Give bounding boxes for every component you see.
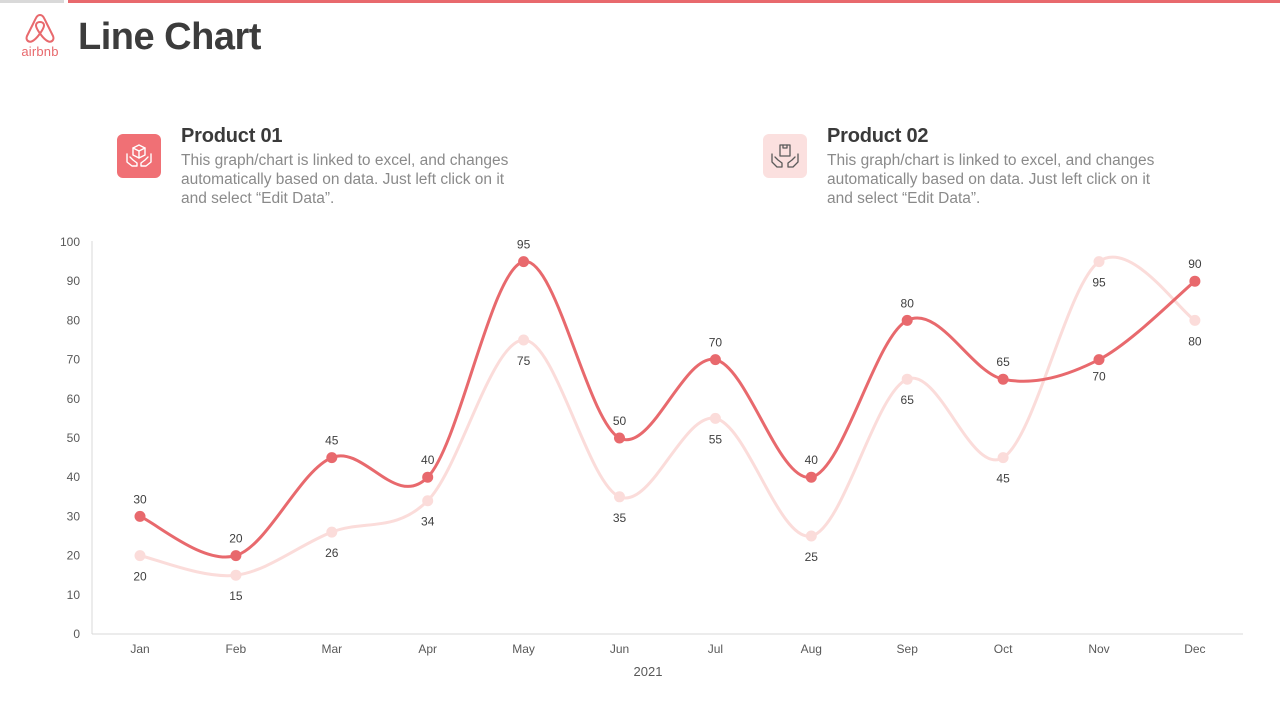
series-product-02-point xyxy=(901,373,913,385)
data-label-product-02: 20 xyxy=(133,570,147,584)
series-product-02-line xyxy=(138,255,1197,578)
series-product-01-point xyxy=(518,256,530,268)
series-product-02-point xyxy=(709,412,721,424)
data-label-product-01: 50 xyxy=(613,414,627,428)
x-tick-label: Jul xyxy=(708,642,723,656)
x-tick-label: Aug xyxy=(801,642,822,656)
series-product-01-point xyxy=(134,510,146,522)
y-tick-label: 70 xyxy=(67,353,81,367)
page-title: Line Chart xyxy=(78,16,261,58)
legend-title: Product 01 xyxy=(181,125,283,147)
data-label-product-02: 35 xyxy=(613,511,627,525)
hands-box-icon xyxy=(117,134,161,178)
top-accent-bar xyxy=(68,0,1280,3)
y-tick-label: 60 xyxy=(67,392,81,406)
x-tick-label: Dec xyxy=(1184,642,1205,656)
series-product-01-line xyxy=(138,260,1197,559)
data-label-product-01: 95 xyxy=(517,238,531,252)
y-tick-label: 90 xyxy=(67,274,81,288)
series-product-01-point xyxy=(805,471,817,483)
x-tick-label: Apr xyxy=(418,642,437,656)
series-product-01-point xyxy=(230,550,242,562)
data-label-product-02: 80 xyxy=(1188,334,1202,348)
series-product-02-point xyxy=(422,495,434,507)
data-label-product-02: 34 xyxy=(421,515,435,529)
data-label-product-01: 30 xyxy=(133,492,147,506)
series-product-01-point xyxy=(1189,275,1201,287)
y-tick-label: 30 xyxy=(67,509,81,523)
series-product-01-point xyxy=(614,432,625,444)
data-label-product-01: 65 xyxy=(996,355,1010,369)
data-label-product-01: 90 xyxy=(1188,257,1202,271)
y-tick-label: 0 xyxy=(73,627,80,641)
legend-product-02: Product 02 This graph/chart is linked to… xyxy=(763,124,1183,214)
y-tick-label: 100 xyxy=(60,235,80,249)
x-tick-label: Mar xyxy=(321,642,342,656)
hands-package-icon xyxy=(763,134,807,178)
data-label-product-02: 95 xyxy=(1092,276,1106,290)
series-product-02-point xyxy=(518,334,530,346)
series-product-02-point xyxy=(134,550,146,562)
series-product-02-point xyxy=(997,452,1009,464)
data-label-product-02: 15 xyxy=(229,589,243,603)
top-accent-bar-gray xyxy=(0,0,64,3)
x-axis-title: 2021 xyxy=(634,664,663,679)
brand-logo: airbnb xyxy=(16,12,64,64)
data-label-product-01: 70 xyxy=(709,336,723,350)
data-label-product-01: 40 xyxy=(421,453,435,467)
data-label-product-01: 80 xyxy=(901,296,915,310)
series-product-01-point xyxy=(422,471,434,483)
series-product-02-point xyxy=(1093,256,1105,268)
x-tick-label: Jun xyxy=(610,642,629,656)
series-product-01-point xyxy=(1093,354,1105,366)
series-product-01-point xyxy=(709,354,721,366)
data-label-product-02: 45 xyxy=(996,472,1010,486)
series-product-02-point xyxy=(805,530,817,542)
logo-text: airbnb xyxy=(21,44,59,59)
data-label-product-01: 45 xyxy=(325,434,339,448)
x-tick-label: Feb xyxy=(226,642,247,656)
y-tick-label: 80 xyxy=(67,313,81,327)
data-label-product-02: 75 xyxy=(517,354,531,368)
y-tick-label: 50 xyxy=(67,431,81,445)
x-tick-label: Nov xyxy=(1088,642,1109,656)
series-product-01-point xyxy=(326,452,338,464)
y-tick-label: 20 xyxy=(67,549,81,563)
series-product-01-point xyxy=(997,373,1009,385)
data-label-product-02: 25 xyxy=(805,550,819,564)
series-product-02-point xyxy=(230,569,242,581)
series-product-02-point xyxy=(326,526,338,538)
data-label-product-02: 26 xyxy=(325,546,339,560)
data-label-product-01: 40 xyxy=(805,453,819,467)
legend-description: This graph/chart is linked to excel, and… xyxy=(181,152,509,207)
y-tick-label: 40 xyxy=(67,470,81,484)
x-tick-label: Sep xyxy=(897,642,919,656)
data-label-product-02: 55 xyxy=(709,432,723,446)
legend-description: This graph/chart is linked to excel, and… xyxy=(827,152,1155,207)
data-label-product-01: 70 xyxy=(1092,370,1106,384)
x-tick-label: May xyxy=(512,642,535,656)
series-product-02-point xyxy=(614,491,625,503)
series-product-02-point xyxy=(1189,314,1201,326)
airbnb-logo-icon xyxy=(25,14,55,43)
x-tick-label: Oct xyxy=(994,642,1013,656)
legend-product-01: Product 01 This graph/chart is linked to… xyxy=(117,124,537,214)
data-label-product-02: 65 xyxy=(901,393,915,407)
y-tick-label: 10 xyxy=(67,588,81,602)
data-label-product-01: 20 xyxy=(229,532,243,546)
series-product-01-point xyxy=(901,314,913,326)
x-tick-label: Jan xyxy=(130,642,149,656)
legend-title: Product 02 xyxy=(827,125,929,147)
